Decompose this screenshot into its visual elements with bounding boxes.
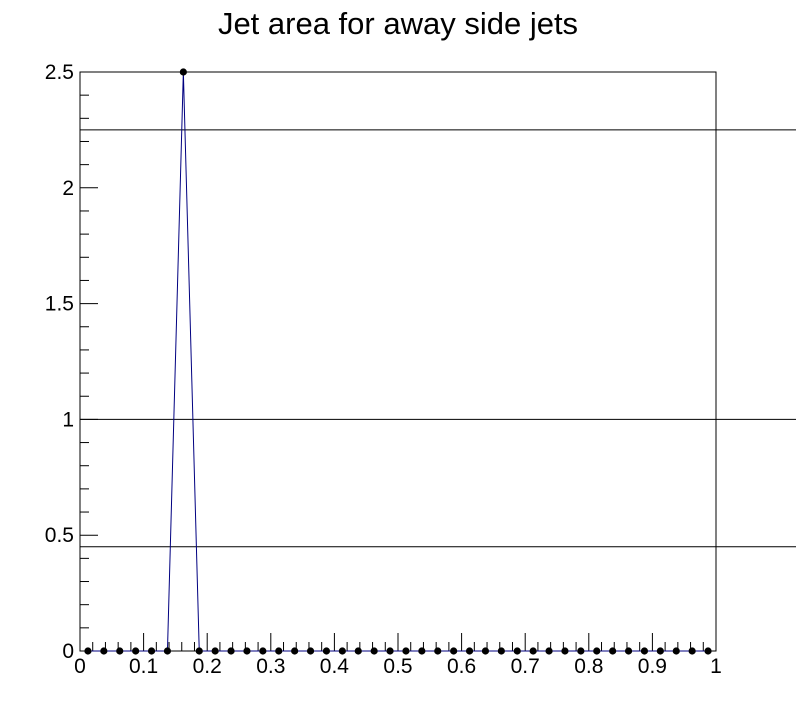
data-point [529, 647, 537, 655]
series [87, 71, 709, 652]
data-point [497, 647, 505, 655]
data-point [704, 647, 712, 655]
x-tick-label: 0.4 [320, 655, 350, 678]
x-axis: 0 0.1 0.2 0.3 0.4 0.5 0.6 0.7 0.8 0.9 1 [74, 633, 722, 678]
data-point [100, 647, 108, 655]
data-point [386, 647, 394, 655]
data-point [624, 647, 633, 655]
data-point [195, 647, 203, 655]
data-point [545, 647, 553, 655]
x-tick-label: 0.8 [574, 655, 603, 678]
y-tick-label: 2.5 [45, 61, 74, 84]
data-point [481, 647, 490, 655]
data-point [465, 647, 474, 655]
data-point [402, 647, 410, 655]
data-point [147, 647, 156, 655]
y-tick-label: 1 [62, 408, 74, 431]
y-tick-label: 0.5 [45, 524, 74, 547]
x-tick-label: 0.6 [447, 655, 476, 678]
x-tick-label: 0.1 [129, 655, 158, 678]
data-point [163, 647, 172, 655]
data-point [656, 647, 664, 655]
y-tick-label: 2 [62, 177, 74, 200]
data-point [640, 647, 649, 655]
data-point [561, 647, 569, 655]
data-point [322, 647, 331, 655]
y-axis: 0 0.5 1 1.5 2 2.5 [45, 61, 98, 663]
x-tick-label: 0.2 [193, 655, 222, 678]
chart-title: Jet area for away side jets [218, 6, 578, 41]
data-point [593, 647, 601, 655]
x-tick-label: 0.9 [638, 655, 667, 678]
x-tick-label: 0.3 [256, 655, 285, 678]
data-point [577, 647, 585, 655]
y-tick-label: 0 [62, 640, 74, 663]
data-point [243, 647, 251, 655]
data-point [513, 647, 521, 655]
data-point [306, 647, 315, 655]
data-points [84, 68, 712, 655]
series-line-0 [87, 71, 709, 652]
data-point [354, 647, 362, 655]
data-point [672, 647, 680, 655]
data-point [338, 647, 346, 655]
data-point [291, 647, 299, 655]
data-point [609, 647, 617, 655]
x-tick-label: 0.7 [511, 655, 540, 678]
data-point [275, 647, 283, 655]
data-point [132, 647, 140, 655]
data-point [259, 647, 267, 655]
data-point [84, 647, 92, 655]
data-point [227, 647, 235, 655]
x-tick-label: 1 [710, 655, 722, 678]
horizontal-lines [80, 129, 796, 548]
data-point [370, 647, 378, 655]
data-point [179, 68, 187, 76]
x-tick-label: 0.5 [383, 655, 412, 678]
data-point [434, 647, 442, 655]
data-point [450, 647, 458, 655]
y-tick-label: 1.5 [45, 293, 74, 316]
x-tick-label: 0 [74, 655, 86, 678]
data-point [418, 647, 426, 655]
data-point [116, 647, 124, 655]
data-point [688, 647, 696, 655]
data-point [211, 647, 219, 655]
